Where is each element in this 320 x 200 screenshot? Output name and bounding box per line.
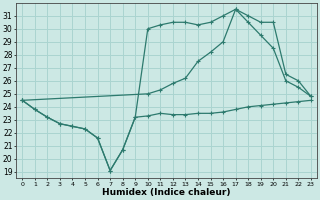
X-axis label: Humidex (Indice chaleur): Humidex (Indice chaleur) [102,188,231,197]
